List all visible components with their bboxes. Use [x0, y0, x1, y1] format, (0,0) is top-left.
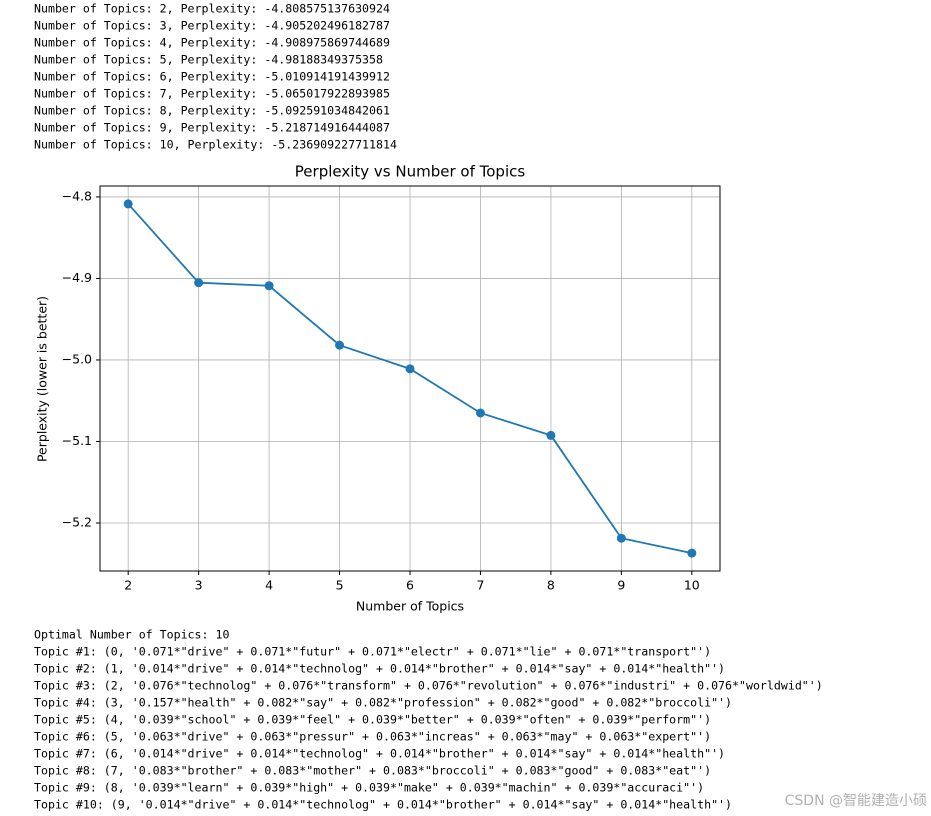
y-axis-label: Perplexity (lower is better) [35, 296, 50, 462]
output-line: Topic #10: (9, '0.014*"drive" + 0.014*"t… [34, 798, 732, 812]
output-line: Topic #1: (0, '0.071*"drive" + 0.071*"fu… [34, 645, 711, 659]
output-line: Topic #3: (2, '0.076*"technolog" + 0.076… [34, 679, 823, 693]
y-tick-label: −4.8 [62, 188, 92, 203]
output-line: Topic #6: (5, '0.063*"drive" + 0.063*"pr… [34, 730, 711, 744]
point [194, 278, 204, 288]
output-line: Number of Topics: 6, Perplexity: -5.0109… [34, 70, 390, 84]
x-tick-label: 4 [265, 578, 273, 593]
x-tick-label: 3 [195, 578, 203, 593]
output-line: Number of Topics: 3, Perplexity: -4.9052… [34, 19, 390, 33]
output-line: Topic #9: (8, '0.039*"learn" + 0.039*"hi… [34, 781, 704, 795]
x-tick-label: 10 [684, 578, 700, 593]
point [475, 408, 485, 418]
point [405, 364, 415, 374]
output-line: Number of Topics: 2, Perplexity: -4.8085… [34, 2, 390, 16]
x-tick-label: 8 [547, 578, 555, 593]
output-line: Topic #5: (4, '0.039*"school" + 0.039*"f… [34, 713, 711, 727]
x-tick-label: 9 [617, 578, 625, 593]
output-line: Topic #2: (1, '0.014*"drive" + 0.014*"te… [34, 662, 725, 676]
output-line: Number of Topics: 4, Perplexity: -4.9089… [34, 36, 390, 50]
chart-title: Perplexity vs Number of Topics [295, 163, 526, 181]
output-line: Topic #4: (3, '0.157*"health" + 0.082*"s… [34, 696, 732, 710]
y-tick-label: −4.9 [62, 270, 92, 285]
x-axis-label: Number of Topics [356, 599, 464, 614]
y-tick-label: −5.1 [62, 433, 92, 448]
output-line: Number of Topics: 10, Perplexity: -5.236… [34, 138, 397, 152]
output-line: Number of Topics: 7, Perplexity: -5.0650… [34, 87, 390, 101]
point [123, 199, 133, 209]
output-line: Number of Topics: 9, Perplexity: -5.2187… [34, 121, 390, 135]
point [616, 533, 626, 543]
output-line: Number of Topics: 8, Perplexity: -5.0925… [34, 104, 390, 118]
output-line: Number of Topics: 5, Perplexity: -4.9818… [34, 53, 383, 67]
point [546, 430, 556, 440]
y-tick-label: −5.0 [62, 351, 92, 366]
output-line: Optimal Number of Topics: 10 [34, 628, 229, 642]
x-tick-label: 2 [124, 578, 132, 593]
output-line: Topic #7: (6, '0.014*"drive" + 0.014*"te… [34, 747, 725, 761]
watermark: CSDN @智能建造小硕 [785, 793, 927, 809]
y-tick-label: −5.2 [62, 514, 92, 529]
x-tick-label: 5 [336, 578, 344, 593]
x-tick-label: 7 [476, 578, 484, 593]
point [687, 548, 697, 558]
output-line: Topic #8: (7, '0.083*"brother" + 0.083*"… [34, 764, 711, 778]
x-tick-label: 6 [406, 578, 414, 593]
plot-frame [99, 185, 721, 572]
point [335, 340, 345, 350]
point [264, 281, 274, 291]
